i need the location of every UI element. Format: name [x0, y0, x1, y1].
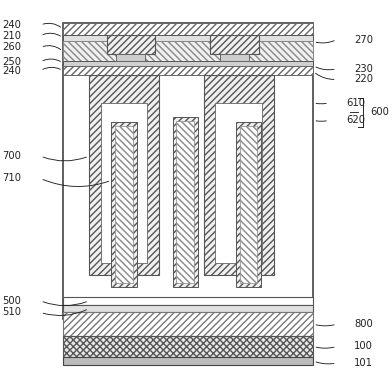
Bar	[116, 54, 145, 61]
Bar	[63, 305, 313, 312]
Bar	[211, 35, 259, 54]
Text: 600: 600	[371, 107, 390, 117]
Text: 240: 240	[2, 20, 21, 30]
Text: 620: 620	[347, 115, 365, 125]
Bar	[63, 23, 313, 35]
Text: 210: 210	[2, 30, 21, 41]
Bar	[63, 35, 313, 41]
Bar	[107, 35, 155, 54]
Text: 270: 270	[354, 34, 373, 44]
Bar	[115, 126, 133, 283]
Bar	[203, 76, 274, 274]
Bar	[63, 312, 313, 336]
Text: 510: 510	[2, 308, 21, 317]
Text: 100: 100	[354, 342, 373, 352]
Bar	[63, 61, 313, 66]
Bar	[176, 121, 194, 283]
Text: 700: 700	[2, 151, 21, 161]
Text: 500: 500	[2, 296, 21, 306]
Bar	[63, 336, 313, 357]
Bar	[236, 122, 261, 287]
Bar	[172, 117, 198, 287]
Bar	[101, 103, 147, 263]
Text: 220: 220	[354, 74, 373, 85]
Bar	[63, 357, 313, 365]
Bar	[63, 66, 313, 76]
Bar	[220, 54, 249, 61]
Text: 800: 800	[354, 319, 373, 329]
Text: 610: 610	[347, 98, 365, 108]
Bar	[215, 103, 262, 263]
Bar	[240, 126, 257, 283]
Bar	[63, 41, 313, 61]
Text: 101: 101	[354, 358, 373, 368]
Text: 710: 710	[2, 173, 21, 183]
Text: 250: 250	[2, 57, 21, 67]
Bar	[111, 122, 137, 287]
Text: 260: 260	[2, 42, 21, 52]
Text: 240: 240	[2, 66, 21, 76]
Bar	[63, 23, 313, 319]
Text: 230: 230	[354, 64, 373, 74]
Bar	[63, 297, 313, 305]
Bar	[89, 76, 159, 274]
